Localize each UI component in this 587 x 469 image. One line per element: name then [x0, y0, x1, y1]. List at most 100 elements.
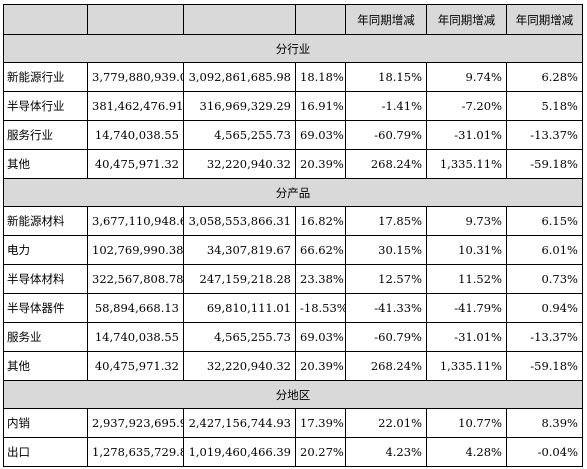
table-row: 电力 102,769,990.38 34,307,819.67 66.62% 30.15… [3, 235, 583, 265]
table-cell: 16.91% [295, 91, 346, 121]
table-cell: 2,937,923,695.95 [87, 408, 184, 438]
table-cell: 4.28% [426, 437, 507, 467]
table-cell: 12.57% [345, 264, 427, 294]
header-cell [295, 4, 346, 35]
table-cell: 1,335.11% [426, 149, 507, 179]
table-cell: 1,019,460,466.39 [183, 437, 296, 467]
table-cell: 9.74% [426, 62, 507, 92]
table-cell: -0.04% [506, 437, 583, 467]
table-row: 服务业 14,740,038.55 4,565,255.73 69.03% -60.79… [3, 322, 583, 352]
table-cell: 16.82% [295, 206, 346, 236]
table-row: 半导体器件 58,894,668.13 69,810,111.01 -18.53% -4… [3, 293, 583, 323]
table-cell: 30.15% [345, 235, 427, 265]
table-cell: 4,565,255.73 [183, 322, 296, 352]
row-label: 电力 [3, 235, 88, 265]
table-cell: 14,740,038.55 [87, 322, 184, 352]
table-row: 内销2,937,923,695.952,427,156,744.9317.39%… [3, 408, 583, 438]
table-cell: 18.15% [345, 62, 427, 92]
table-cell: 1,278,635,729.86 [87, 437, 184, 467]
row-label: 其他 [3, 351, 88, 381]
table-cell: -41.79% [426, 293, 507, 323]
header-cell: 年同期增减 [426, 4, 507, 35]
table-cell: 4,565,255.73 [183, 120, 296, 150]
table-cell: 5.18% [506, 91, 583, 121]
table-row: 服务行业 14,740,038.55 4,565,255.73 69.03% -60.7… [3, 120, 583, 150]
table-cell: 322,567,808.78 [87, 264, 184, 294]
table-cell: -41.33% [345, 293, 427, 323]
table-cell: -60.79% [345, 322, 427, 352]
table-cell: 2,427,156,744.93 [183, 408, 296, 438]
table-cell: 58,894,668.13 [87, 293, 184, 323]
table-cell: 102,769,990.38 [87, 235, 184, 265]
table-cell: 40,475,971.32 [87, 149, 184, 179]
table-cell: 22.01% [345, 408, 427, 438]
table-cell: 3,092,861,685.98 [183, 62, 296, 92]
section-title: 分行业 [3, 34, 583, 63]
section-header-row: 分行业 [3, 34, 583, 63]
table-cell: 268.24% [345, 351, 427, 381]
table-cell: 0.94% [506, 293, 583, 323]
table-cell: 10.31% [426, 235, 507, 265]
row-label: 半导体器件 [3, 293, 88, 323]
table-cell: 381,462,476.91 [87, 91, 184, 121]
table-cell: -13.37% [506, 120, 583, 150]
row-label: 半导体材料 [3, 264, 88, 294]
table-cell: 0.73% [506, 264, 583, 294]
table-cell: 20.27% [295, 437, 346, 467]
table-cell: 316,969,329.29 [183, 91, 296, 121]
table-cell: 69.03% [295, 120, 346, 150]
table-row: 新能源行业3,779,880,939.033,092,861,685.9818.… [3, 62, 583, 92]
table-cell: 34,307,819.67 [183, 235, 296, 265]
row-label: 内销 [3, 408, 88, 438]
table-cell: 268.24% [345, 149, 427, 179]
table-cell: 32,220,940.32 [183, 149, 296, 179]
row-label: 服务业 [3, 322, 88, 352]
header-row: 年同期增减 年同期增减 年同期增减 [3, 4, 583, 35]
table-cell: 9.73% [426, 206, 507, 236]
row-label: 新能源材料 [3, 206, 88, 236]
table-cell: 11.52% [426, 264, 507, 294]
table-cell: 1,335.11% [426, 351, 507, 381]
table-cell: 32,220,940.32 [183, 351, 296, 381]
revenue-breakdown-table: 年同期增减年同期增减年同期增减分行业新能源行业3,779,880,939.033… [3, 4, 583, 467]
section-header-row: 分地区 [3, 380, 583, 409]
table-cell: -31.01% [426, 120, 507, 150]
table-cell: 3,779,880,939.03 [87, 62, 184, 92]
table-cell: 20.39% [295, 351, 346, 381]
table-cell: 247,159,218.28 [183, 264, 296, 294]
table-row: 其他 40,475,971.32 32,220,940.32 20.39% 268.24… [3, 149, 583, 179]
table-cell: 66.62% [295, 235, 346, 265]
row-label: 服务行业 [3, 120, 88, 150]
table-cell: 23.38% [295, 264, 346, 294]
table-cell: 18.18% [295, 62, 346, 92]
table-cell: 10.77% [426, 408, 507, 438]
table-cell: 69.03% [295, 322, 346, 352]
table-row: 新能源材料3,677,110,948.653,058,553,866.3116.… [3, 206, 583, 236]
row-label: 半导体行业 [3, 91, 88, 121]
table-cell: -59.18% [506, 351, 583, 381]
header-cell: 年同期增减 [506, 4, 583, 35]
table-cell: 17.85% [345, 206, 427, 236]
section-title: 分产品 [3, 178, 583, 207]
table-cell: 6.28% [506, 62, 583, 92]
section-title: 分地区 [3, 380, 583, 409]
table-cell: -18.53% [295, 293, 346, 323]
table-cell: 4.23% [345, 437, 427, 467]
table-cell: -59.18% [506, 149, 583, 179]
table-cell: 8.39% [506, 408, 583, 438]
row-label: 新能源行业 [3, 62, 88, 92]
table-cell: 20.39% [295, 149, 346, 179]
table-cell: -13.37% [506, 322, 583, 352]
table-cell: -1.41% [345, 91, 427, 121]
table-cell: 40,475,971.32 [87, 351, 184, 381]
table-row: 半导体行业 381,462,476.91 316,969,329.29 16.91% -… [3, 91, 583, 121]
table-cell: 14,740,038.55 [87, 120, 184, 150]
header-cell: 年同期增减 [345, 4, 427, 35]
row-label: 出口 [3, 437, 88, 467]
table-row: 半导体材料 322,567,808.78 247,159,218.28 23.38% 1… [3, 264, 583, 294]
header-cell [183, 4, 296, 35]
table-cell: 6.01% [506, 235, 583, 265]
table-cell: 69,810,111.01 [183, 293, 296, 323]
table-row: 其他 40,475,971.32 32,220,940.32 20.39% 268.24… [3, 351, 583, 381]
table-row: 出口1,278,635,729.861,019,460,466.3920.27%… [3, 437, 583, 467]
